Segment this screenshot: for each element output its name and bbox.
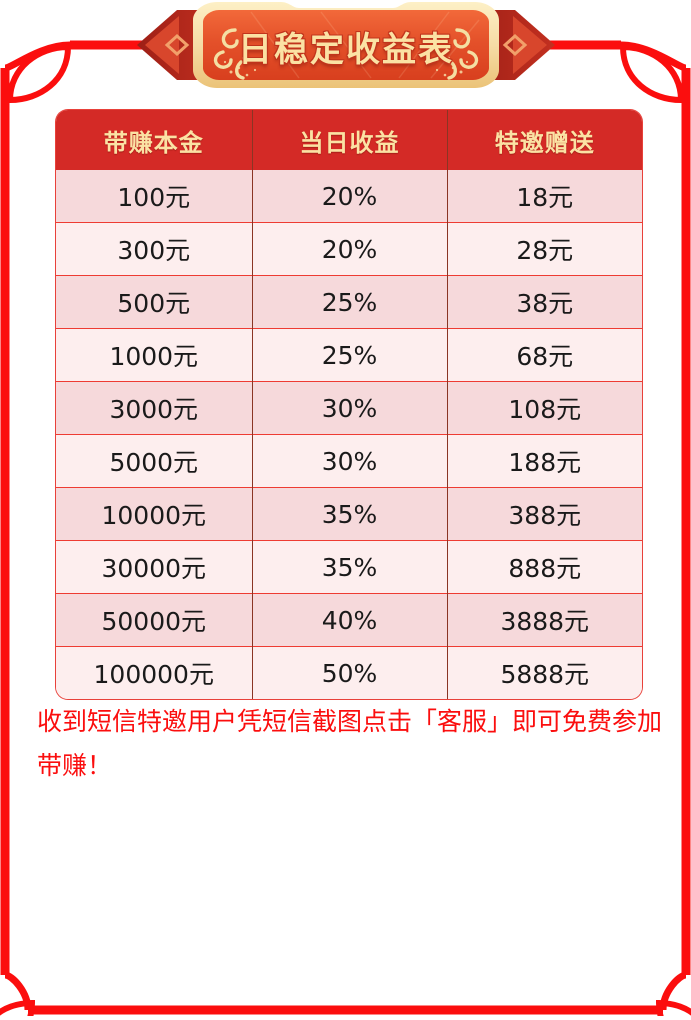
banner-gold-speckles — [223, 57, 469, 77]
cell-principal: 100元 — [56, 170, 253, 223]
cell-bonus: 18元 — [447, 170, 642, 223]
cell-bonus: 888元 — [447, 540, 642, 594]
cell-principal: 30000元 — [56, 540, 253, 594]
cell-yield: 50% — [252, 646, 448, 699]
cell-bonus: 388元 — [447, 487, 642, 541]
cell-bonus: 38元 — [447, 275, 642, 329]
column-header-invite-bonus: 特邀赠送 — [447, 110, 642, 170]
cell-bonus: 3888元 — [447, 593, 642, 647]
cell-bonus: 28元 — [447, 222, 642, 276]
cell-principal: 500元 — [56, 275, 253, 329]
cell-principal: 300元 — [56, 222, 253, 276]
cell-yield: 30% — [252, 434, 448, 488]
cell-yield: 25% — [252, 275, 448, 329]
table-row: 100元 20% 18元 — [56, 170, 642, 223]
corner-leaf-bottom-left — [0, 971, 36, 1020]
table-body: 100元 20% 18元 300元 20% 28元 500元 25% 38元 1… — [56, 170, 642, 699]
cell-principal: 3000元 — [56, 381, 253, 435]
table-row: 1000元 25% 68元 — [56, 328, 642, 382]
corner-leaf-top-left — [4, 41, 72, 104]
cell-yield: 20% — [252, 170, 448, 223]
table-row: 30000元 35% 888元 — [56, 540, 642, 594]
footer-note: 收到短信特邀用户凭短信截图点击「客服」即可免费参加带赚！ — [37, 707, 663, 780]
cell-yield: 30% — [252, 381, 448, 435]
cell-principal: 5000元 — [56, 434, 253, 488]
table-row: 50000元 40% 3888元 — [56, 593, 642, 647]
column-header-daily-yield: 当日收益 — [252, 110, 448, 170]
corner-leaf-top-right — [619, 41, 687, 104]
table-row: 300元 20% 28元 — [56, 222, 642, 276]
table-header-row: 带赚本金 当日收益 特邀赠送 — [56, 110, 642, 170]
cell-bonus: 188元 — [447, 434, 642, 488]
cell-yield: 25% — [252, 328, 448, 382]
table-row: 100000元 50% 5888元 — [56, 646, 642, 699]
corner-leaf-bottom-right — [655, 971, 691, 1020]
table-row: 3000元 30% 108元 — [56, 381, 642, 435]
cell-yield: 20% — [252, 222, 448, 276]
column-header-principal: 带赚本金 — [56, 110, 253, 170]
table-row: 500元 25% 38元 — [56, 275, 642, 329]
cell-bonus: 108元 — [447, 381, 642, 435]
cell-bonus: 5888元 — [447, 646, 642, 699]
table-row: 5000元 30% 188元 — [56, 434, 642, 488]
cell-yield: 35% — [252, 540, 448, 594]
rate-table-container: 带赚本金 当日收益 特邀赠送 100元 20% 18元 300元 20% 28元… — [56, 110, 642, 699]
cell-principal: 1000元 — [56, 328, 253, 382]
cell-yield: 40% — [252, 593, 448, 647]
cell-principal: 100000元 — [56, 646, 253, 699]
rate-table: 带赚本金 当日收益 特邀赠送 100元 20% 18元 300元 20% 28元… — [56, 110, 642, 699]
cell-principal: 50000元 — [56, 593, 253, 647]
cell-yield: 35% — [252, 487, 448, 541]
cell-principal: 10000元 — [56, 487, 253, 541]
table-row: 10000元 35% 388元 — [56, 487, 642, 541]
banner-plaque: 日稳定收益表 — [131, 0, 561, 90]
banner-title: 日稳定收益表 — [238, 30, 454, 70]
cell-bonus: 68元 — [447, 328, 642, 382]
